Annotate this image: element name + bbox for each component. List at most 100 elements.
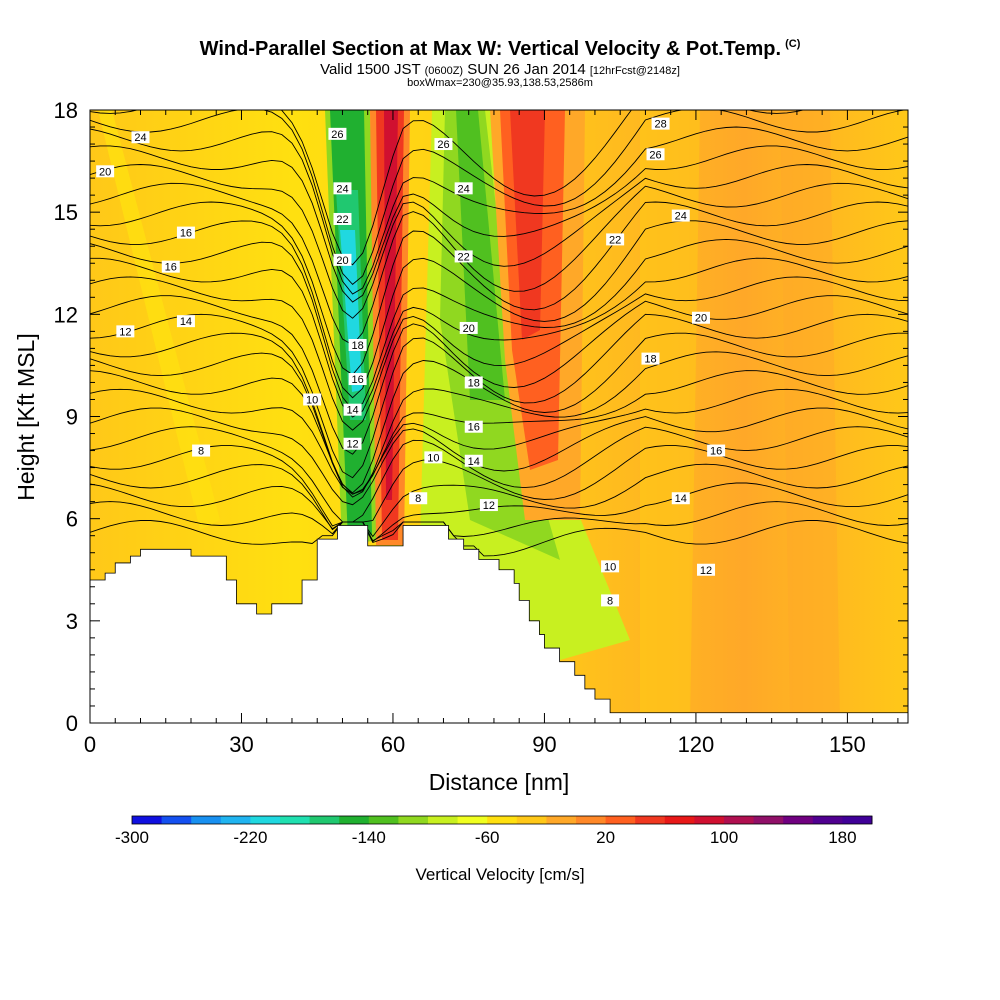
- theta-contour: [90, 313, 908, 479]
- contour-label-text: 18: [351, 340, 363, 352]
- box-info: boxWmax=230@35.93,138.53,2586m: [407, 77, 593, 89]
- contour-label-bg: [641, 352, 660, 365]
- theta-contour: [90, 126, 908, 295]
- contour-label-text: 20: [463, 323, 475, 335]
- colorbar-swatch: [161, 816, 192, 824]
- contour-label: 18: [348, 338, 367, 352]
- contour-label-text: 14: [180, 316, 192, 328]
- contour-label-bg: [691, 311, 710, 324]
- colorbar-tick-label: -140: [352, 828, 386, 847]
- x-tick-label: 30: [229, 732, 253, 757]
- contour-label-text: 26: [331, 129, 343, 141]
- colorbar-swatch: [664, 816, 695, 824]
- contour-label-text: 8: [607, 595, 613, 607]
- colorbar-swatch: [605, 816, 636, 824]
- contour-label-bg: [161, 260, 180, 273]
- theta-contour: [90, 445, 908, 527]
- contour-label: 26: [434, 138, 453, 151]
- copyright-mark: (C): [785, 38, 801, 51]
- contour-label-text: 8: [198, 446, 204, 458]
- contour-label-bg: [116, 325, 135, 338]
- contour-label: 14: [671, 492, 690, 505]
- x-axis: 0 30 60 90 120 150: [84, 110, 899, 757]
- contour-label-text: 24: [336, 183, 348, 195]
- contour-label-text: 14: [675, 493, 687, 505]
- valid-time: Valid 1500 JST: [320, 61, 421, 78]
- contour-label: 20: [96, 165, 115, 178]
- contour-label-bg: [131, 131, 150, 144]
- contour-label-text: 10: [604, 561, 616, 573]
- contour-label-bg: [464, 420, 483, 433]
- x-axis-label: Distance [nm]: [429, 769, 570, 795]
- contour-label: 16: [176, 226, 195, 240]
- y-tick-label: 18: [54, 98, 78, 123]
- theta-contour: [90, 238, 908, 411]
- contour-label: 20: [459, 321, 478, 335]
- contour-label-text: 14: [346, 405, 358, 417]
- contour-label-bg: [96, 165, 115, 178]
- contour-label: 12: [116, 325, 135, 338]
- contour-label: 24: [131, 131, 150, 144]
- colorbar-swatch: [398, 816, 429, 824]
- contour-label: 14: [464, 454, 483, 468]
- contour-label-bg: [192, 444, 211, 457]
- y-tick-label: 12: [54, 302, 78, 327]
- contour-label-bg: [333, 253, 352, 266]
- contour-label-bg: [671, 492, 690, 505]
- contour-label-text: 16: [180, 228, 192, 240]
- contour-label: 12: [697, 563, 716, 577]
- sinking-plume-core: [340, 230, 362, 392]
- theta-contour: [90, 110, 907, 286]
- contour-label: 18: [641, 352, 660, 366]
- upwind-band: [98, 110, 220, 530]
- far-band: [640, 110, 700, 723]
- theta-contour: [90, 501, 908, 542]
- y-tick-label: 9: [66, 405, 78, 430]
- far-band-2: [780, 110, 840, 723]
- contour-label: 8: [409, 492, 428, 505]
- y-tick-label: 0: [66, 711, 78, 736]
- contour-label-text: 26: [649, 149, 661, 161]
- colorbar-swatch: [487, 816, 518, 824]
- contour-label: 16: [707, 444, 726, 458]
- theta-contour: [90, 220, 908, 399]
- contour-label-bg: [671, 209, 690, 222]
- contour-label-bg: [434, 138, 453, 151]
- contour-label: 14: [343, 403, 362, 417]
- chart-subtitle: Valid 1500 JST (0600Z) SUN 26 Jan 2014 […: [0, 61, 1000, 78]
- contour-label: 16: [161, 260, 180, 274]
- x-tick-label: 0: [84, 732, 96, 757]
- contour-label: 18: [464, 376, 483, 389]
- contour-label-bg: [409, 492, 428, 505]
- contour-label-bg: [176, 226, 195, 239]
- contour-label-text: 16: [468, 422, 480, 434]
- contour-label-bg: [464, 454, 483, 467]
- theta-contour: [90, 295, 908, 455]
- contour-label-text: 28: [654, 119, 666, 131]
- colorbar-swatch: [280, 816, 311, 824]
- y-axis-label: Height [Kft MSL]: [13, 333, 39, 500]
- contour-label-bg: [651, 117, 670, 130]
- contour-label: 22: [333, 212, 352, 226]
- contour-label: 22: [454, 250, 473, 263]
- colorbar-swatch: [428, 816, 459, 824]
- contour-label: 14: [176, 315, 195, 328]
- x-tick-label: 120: [678, 732, 715, 757]
- colorbar-tick-label: -60: [475, 828, 500, 847]
- contour-label-bg: [343, 437, 362, 450]
- theta-contour: [90, 201, 908, 376]
- contour-label-bg: [303, 393, 322, 406]
- contour-label-bg: [459, 321, 478, 334]
- terrain: [89, 525, 909, 724]
- y-tick-label: 15: [54, 200, 78, 225]
- y-tick-label: 3: [66, 609, 78, 634]
- contour-label: 22: [606, 233, 625, 246]
- contour-label: 24: [333, 182, 352, 195]
- contour-label-text: 20: [336, 255, 348, 267]
- colorbar-tick-label: 100: [710, 828, 738, 847]
- theta-contour: [90, 257, 908, 418]
- contour-label: 16: [348, 373, 367, 386]
- contour-label-text: 8: [415, 493, 421, 505]
- colorbar-swatch: [516, 816, 547, 824]
